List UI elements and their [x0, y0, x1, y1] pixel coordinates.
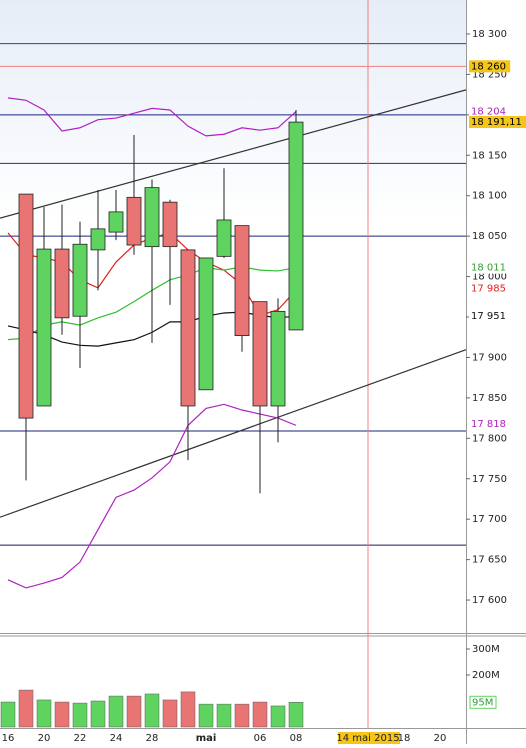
volume-pane	[0, 636, 466, 728]
price-tag-box	[469, 105, 511, 118]
candle-body	[252, 301, 268, 407]
x-tick-label: 22	[74, 733, 87, 744]
volume-bar	[252, 701, 268, 728]
candle-body	[72, 243, 88, 317]
price-tag-box	[469, 261, 511, 274]
y-tick-label: 17 600	[472, 595, 507, 606]
price-tag: 17 985	[471, 284, 506, 295]
x-tick-label: 24	[110, 733, 123, 744]
y-tick-label: 18 050	[472, 231, 507, 242]
price-tag: 17 951	[471, 311, 506, 322]
volume-tick-label: 200M	[472, 670, 500, 681]
candle-body	[216, 219, 232, 257]
volume-bar	[234, 703, 250, 728]
y-tick-label: 17 750	[472, 474, 507, 485]
cursor-label-box	[338, 732, 400, 744]
y-tick-label: 17 900	[472, 352, 507, 363]
y-tick-label: 18 100	[472, 191, 507, 202]
price-tag-box	[469, 116, 526, 129]
x-tick-label: 06	[254, 733, 267, 744]
volume-bar	[108, 695, 124, 728]
candle-body	[234, 225, 250, 337]
price-tag: 18 260	[471, 61, 506, 72]
x-tick-label: 16	[2, 733, 15, 744]
candle-body	[270, 310, 286, 407]
y-tick-label: 18 250	[472, 69, 507, 80]
price-tag: 18 191,11	[471, 117, 522, 128]
candle-body	[180, 249, 196, 407]
candle-body	[144, 187, 160, 248]
y-tick-label: 18 150	[472, 150, 507, 161]
y-tick-label: 17 700	[472, 514, 507, 525]
indicator-line	[7, 403, 297, 589]
price-tag-box	[469, 282, 511, 295]
volume-bar	[126, 695, 142, 728]
candle-body	[198, 257, 214, 391]
y-tick-label: 18 000	[472, 272, 507, 283]
price-tag-box	[469, 60, 511, 73]
x-tick-label: 18	[398, 733, 411, 744]
x-tick-label: 28	[146, 733, 159, 744]
volume-bar	[162, 699, 178, 728]
x-tick-label: 08	[290, 733, 303, 744]
price-tag: 18 011	[471, 263, 506, 274]
volume-bar	[72, 702, 88, 728]
y-tick-label: 17 650	[472, 555, 507, 566]
volume-tick-label: 300M	[472, 644, 500, 655]
volume-bar	[216, 703, 232, 728]
price-tag-box	[469, 417, 511, 430]
indicator-line	[7, 97, 297, 137]
x-tick-label: 20	[38, 733, 51, 744]
volume-tag: 95M	[472, 697, 493, 708]
price-tag-box	[469, 310, 511, 323]
y-tick-label: 18 300	[472, 29, 507, 40]
y-tick-label: 17 800	[472, 433, 507, 444]
volume-bar	[288, 702, 304, 728]
x-tick-label: 20	[434, 733, 447, 744]
candle-body	[288, 121, 304, 331]
candle-body	[54, 248, 70, 319]
volume-bar	[270, 705, 286, 728]
x-tick-label: mai	[196, 733, 217, 744]
volume-bar	[180, 691, 196, 728]
volume-tag-box	[469, 695, 497, 709]
candle-body	[90, 228, 106, 251]
price-tag: 18 204	[471, 107, 506, 118]
candle-body	[126, 196, 142, 246]
candle-body	[162, 201, 178, 248]
y-tick-label: 17 850	[472, 393, 507, 404]
trendline	[0, 89, 467, 219]
volume-bar	[36, 699, 52, 728]
volume-bar	[18, 689, 34, 728]
price-tag: 17 818	[471, 419, 506, 430]
volume-bar	[54, 701, 70, 728]
candle-body	[108, 211, 124, 233]
trendline	[0, 349, 467, 518]
volume-bar	[0, 701, 16, 728]
volume-bar	[144, 693, 160, 728]
volume-bar	[198, 703, 214, 728]
candle-body	[18, 193, 34, 419]
candle-body	[36, 248, 52, 407]
price-pane	[0, 0, 466, 632]
volume-bar	[90, 700, 106, 728]
x-tick-label: 14 mai 2015	[336, 733, 399, 744]
